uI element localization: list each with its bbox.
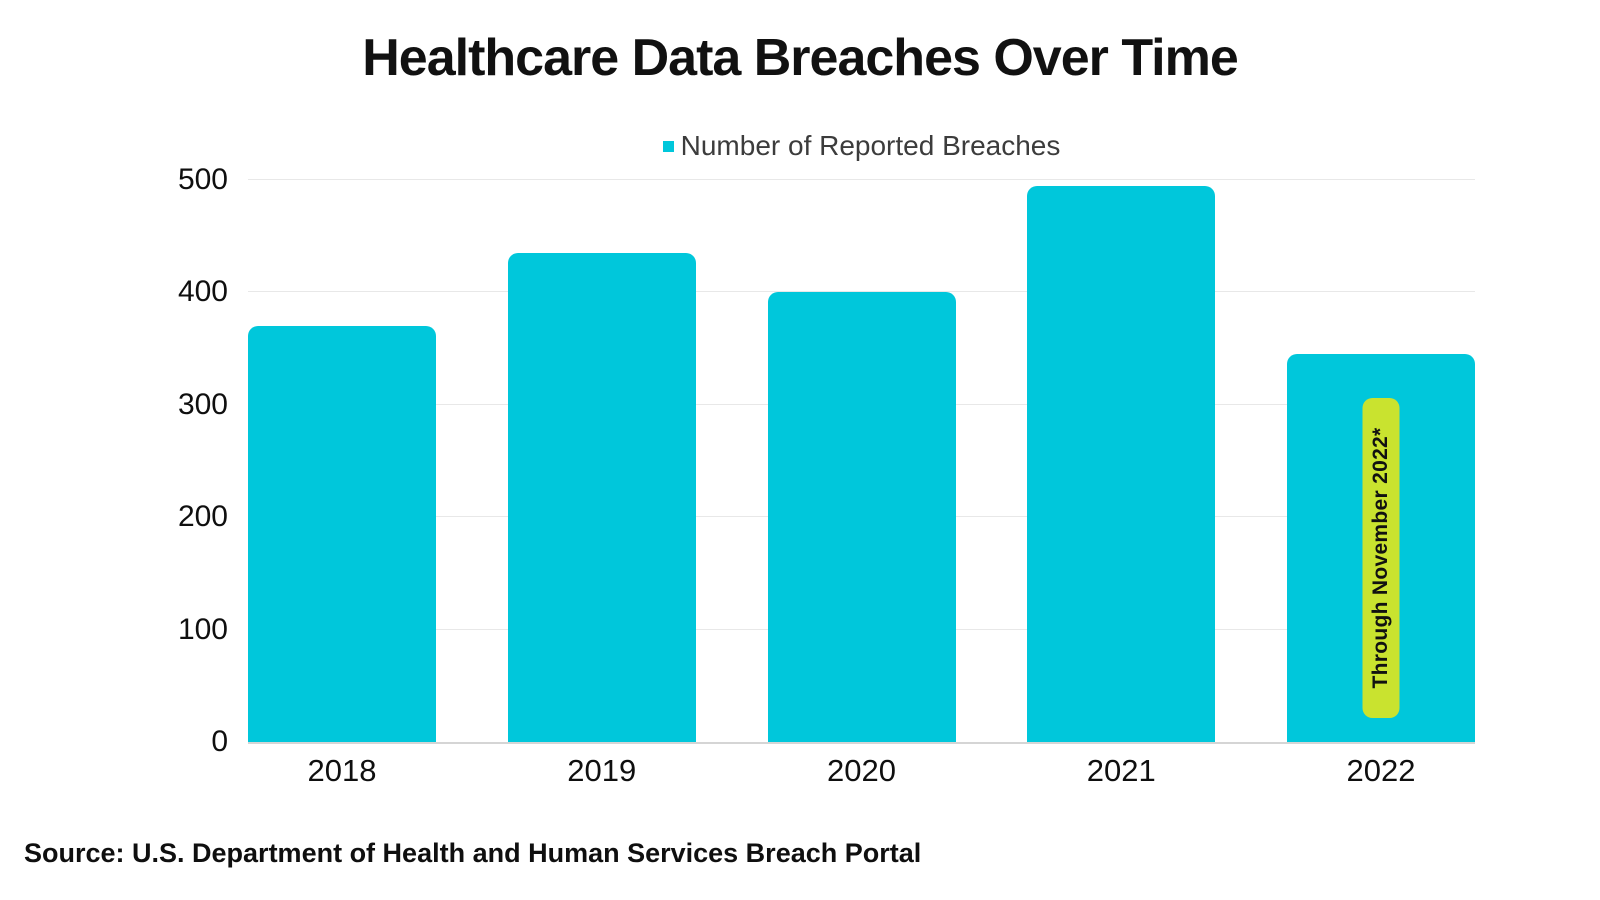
x-tick-label-2020: 2020 (827, 753, 896, 788)
legend-swatch-icon (662, 140, 674, 152)
x-tick-label-2022: 2022 (1346, 753, 1416, 788)
gridline (248, 179, 1475, 180)
bar-2021 (1027, 185, 1216, 742)
y-tick-label: 300 (177, 387, 228, 421)
annotation-text: Through November 2022* (1369, 427, 1392, 689)
y-tick-label: 0 (211, 725, 228, 758)
x-tick-label-2021: 2021 (1086, 753, 1156, 788)
y-tick-label: 500 (177, 163, 228, 196)
bar-2018 (248, 326, 436, 742)
source-note: Source: U.S. Department of Health and Hu… (24, 838, 922, 868)
annotation-pill: Through November 2022* (1362, 398, 1400, 718)
bar-2019 (507, 253, 696, 742)
plot-area: Through November 2022* (248, 179, 1475, 744)
bar-2022: Through November 2022* (1287, 354, 1475, 742)
y-tick-label: 200 (177, 500, 228, 534)
chart-title: Healthcare Data Breaches Over Time (362, 29, 1239, 87)
legend-label: Number of Reported Breaches (680, 130, 1061, 161)
gridline (248, 291, 1475, 293)
y-tick-label: 400 (177, 275, 228, 309)
x-tick-label-2019: 2019 (567, 753, 637, 788)
x-tick-label-2018: 2018 (307, 753, 377, 788)
y-tick-label: 100 (177, 612, 228, 646)
legend: Number of Reported Breaches (248, 128, 1475, 164)
bar-2020 (767, 292, 956, 742)
